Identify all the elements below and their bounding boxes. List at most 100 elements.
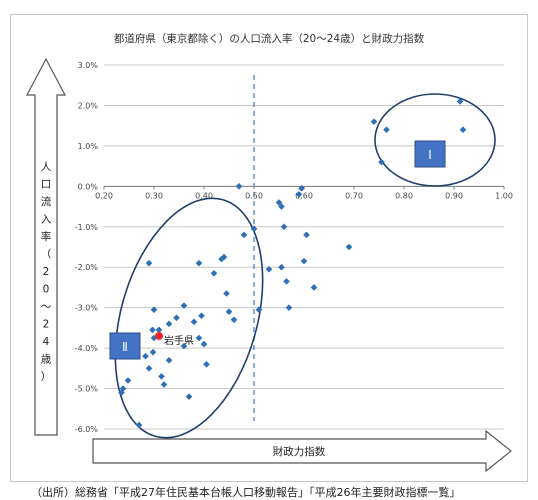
y-tick-label: -4.0%	[75, 344, 99, 353]
data-point	[145, 259, 153, 267]
highlight-label: 岩手県	[164, 334, 194, 347]
data-point	[200, 340, 208, 348]
data-point	[278, 263, 285, 271]
x-tick-label: 0.40	[195, 191, 213, 200]
data-point	[124, 377, 132, 384]
data-point	[180, 342, 188, 350]
data-point	[190, 318, 198, 326]
arrow-right-icon	[92, 429, 512, 473]
x-tick-label: 0.50	[245, 191, 263, 200]
x-arrow-label: 財政力指数	[273, 445, 326, 458]
data-point	[180, 302, 188, 309]
y-tick-label: 3.0%	[78, 61, 99, 70]
x-tick-label: 0.70	[345, 191, 363, 200]
group-2-label: Ⅱ	[122, 340, 128, 354]
data-point	[160, 381, 168, 388]
y-tick-label: 0.0%	[78, 182, 99, 191]
group-2-ellipse	[114, 197, 264, 439]
data-point	[118, 389, 125, 396]
y-arrow-label-char: 歳	[41, 354, 52, 366]
data-point	[235, 183, 243, 190]
data-point	[278, 203, 285, 210]
data-point	[165, 356, 173, 364]
data-point	[265, 265, 273, 273]
data-markers	[118, 98, 467, 429]
y-arrow-label-char: 口	[41, 179, 52, 191]
data-point	[195, 334, 203, 342]
data-point	[185, 393, 193, 400]
data-point	[383, 126, 390, 134]
y-arrow-label: 人口流入率 （ 2 0 ～ 2 4 歳 ）	[41, 161, 52, 383]
data-point	[378, 158, 385, 166]
data-point	[165, 320, 173, 328]
data-point	[225, 308, 233, 316]
data-point	[285, 304, 293, 311]
data-point	[370, 118, 378, 125]
y-arrow-label-char: ～	[41, 301, 52, 313]
data-point	[303, 231, 310, 239]
chart-title: 都道府県（東京都除く）の人口流入率（20～24歳）と財政力指数	[114, 32, 425, 45]
data-point	[149, 326, 156, 334]
y-arrow-label-char: 2	[43, 266, 50, 278]
data-point	[198, 312, 205, 320]
y-arrow-label-char: 入	[41, 214, 52, 226]
data-point	[145, 365, 153, 372]
y-arrow-label-char: 2	[43, 319, 50, 331]
data-point	[223, 290, 230, 297]
y-tick-label: -2.0%	[75, 263, 99, 272]
data-point	[280, 223, 288, 231]
data-point	[158, 373, 165, 380]
data-point	[250, 225, 258, 233]
data-point	[456, 98, 464, 105]
data-point	[173, 314, 180, 322]
y-tick-label: -1.0%	[75, 223, 99, 232]
highlight-marker	[155, 331, 163, 340]
y-tick-label: 1.0%	[78, 142, 99, 151]
data-point	[149, 348, 157, 356]
data-point	[135, 421, 143, 429]
arrow-up-icon	[26, 57, 66, 436]
y-arrow-label-char: ）	[41, 371, 52, 383]
data-point	[210, 269, 218, 277]
chart-frame: 都道府県（東京都除く）の人口流入率（20～24歳）と財政力指数 3.0% 2.0%…	[10, 14, 528, 482]
x-tick-labels: 0.20 0.30 0.40 0.50 0.60 0.70 0.80 0.90 1.00	[95, 186, 513, 200]
y-arrow-label-char: 率	[41, 230, 52, 243]
scatter-chart: 都道府県（東京都除く）の人口流入率（20～24歳）と財政力指数 3.0% 2.0%…	[26, 32, 513, 473]
group-1-box	[414, 140, 446, 168]
group-2-box	[109, 332, 141, 360]
grid-lines	[104, 64, 504, 430]
y-tick-label: -6.0%	[75, 425, 99, 434]
group-1-ellipse	[374, 93, 496, 187]
data-point	[155, 326, 163, 334]
data-point	[345, 243, 353, 251]
data-point	[240, 231, 248, 239]
y-arrow-label-char: 4	[43, 336, 50, 348]
data-point	[142, 352, 149, 360]
data-point	[459, 126, 467, 134]
x-tick-label: 0.90	[445, 191, 463, 200]
x-tick-label: 0.30	[145, 191, 163, 200]
x-tick-label: 1.00	[495, 191, 513, 200]
x-tick-label: 0.80	[395, 191, 413, 200]
y-arrow-label-char: 0	[43, 284, 50, 296]
y-tick-label: -5.0%	[75, 385, 99, 394]
y-tick-labels: 3.0% 2.0% 1.0% 0.0% -1.0% -2.0% -3.0% -4.0% -5.0…	[75, 61, 99, 434]
y-tick-label: -3.0%	[75, 304, 99, 313]
y-arrow-label-char: 人	[41, 161, 52, 173]
data-point	[298, 185, 305, 192]
data-point	[300, 257, 308, 265]
group-1-label: Ⅰ	[428, 148, 432, 162]
data-point	[203, 360, 210, 368]
data-point	[195, 259, 203, 267]
source-note: （出所）総務省「平成27年住民基本台帳人口移動報告」「平成26年主要財政指標一覧…	[31, 486, 461, 499]
data-point	[255, 306, 263, 313]
x-tick-label: 0.60	[295, 191, 313, 200]
data-point	[119, 385, 127, 392]
data-point	[295, 191, 303, 198]
data-point	[230, 316, 238, 324]
data-point	[310, 284, 318, 291]
y-arrow-label-char: 流	[41, 195, 52, 208]
x-tick-label: 0.20	[95, 191, 113, 200]
data-point	[283, 278, 290, 285]
y-tick-label: 2.0%	[78, 101, 99, 110]
